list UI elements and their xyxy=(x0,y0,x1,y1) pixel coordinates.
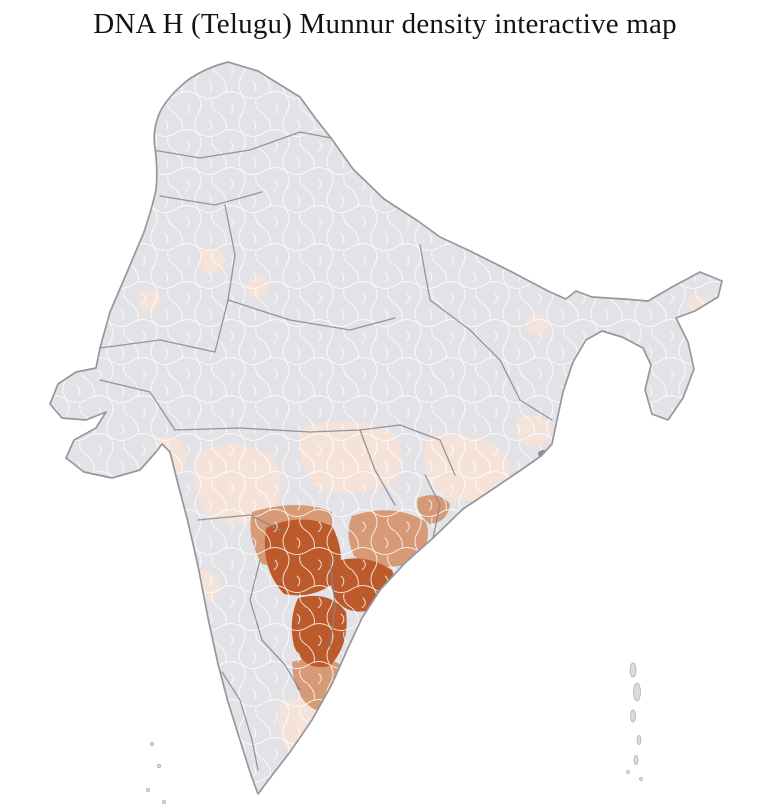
state-border-line xyxy=(227,299,396,331)
state-border-line xyxy=(249,559,263,641)
island-shape xyxy=(629,662,637,678)
state-border-line xyxy=(99,379,176,431)
state-borders xyxy=(99,131,613,771)
state-border-line xyxy=(329,559,336,651)
state-border-line xyxy=(99,299,229,353)
map-title: DNA H (Telugu) Munnur density interactiv… xyxy=(93,8,677,40)
island-shape xyxy=(630,709,636,723)
state-border-line xyxy=(419,244,471,331)
state-border-line xyxy=(221,671,259,771)
island-shape xyxy=(162,800,166,804)
state-border-line xyxy=(197,514,281,531)
island-shape xyxy=(633,755,639,765)
state-border-line xyxy=(399,424,456,476)
andaman-nicobar-islands[interactable] xyxy=(626,662,643,781)
state-border-line xyxy=(152,131,332,159)
island-shape xyxy=(639,777,643,781)
district-boundaries-overlay xyxy=(50,62,722,794)
state-border-line xyxy=(359,429,396,506)
state-border-line xyxy=(174,424,401,433)
island-shape xyxy=(146,788,150,792)
state-border-line xyxy=(159,191,263,206)
state-border-line xyxy=(599,331,613,381)
state-border-line xyxy=(224,204,236,301)
state-border-line xyxy=(469,329,553,421)
state-border-line xyxy=(261,639,301,691)
island-shape xyxy=(150,742,154,746)
region-south-tamil-nadu-patch[interactable] xyxy=(293,764,318,786)
island-shape xyxy=(157,764,161,768)
state-border-line xyxy=(424,474,441,539)
island-shape xyxy=(626,770,630,774)
island-shape xyxy=(636,735,642,745)
island-shape xyxy=(633,682,641,702)
map-layers xyxy=(50,62,722,794)
lakshadweep-islands[interactable] xyxy=(146,742,166,804)
